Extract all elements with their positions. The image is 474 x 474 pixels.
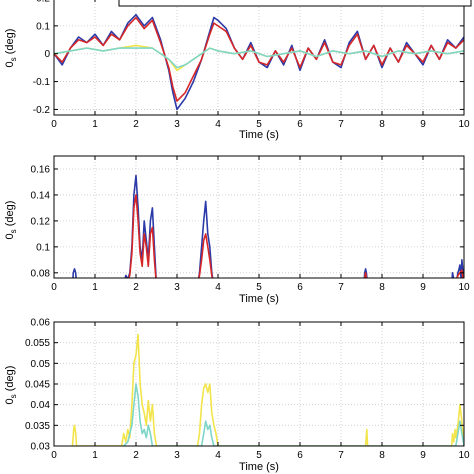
- y-tick-label: 0.055: [25, 338, 50, 349]
- panel-1: 0 1 2 3 4 5 6 7 8 9 10 0.2 0.1 0 -0.1 -0.2 Time (s) 0s (d…: [4, 0, 472, 141]
- y-tick-label: 0.12: [31, 216, 51, 227]
- x-tick-label: 9: [420, 282, 426, 293]
- x-tick-label: 1: [92, 119, 98, 130]
- y-tick-label: 0.08: [31, 268, 51, 279]
- x-tick-label: 10: [458, 450, 470, 461]
- panel-2: 0 1 2 3 4 5 6 7 8 9 10 0.16 0.14 0.12 0.1 0.08 Time (s) 0…: [4, 155, 470, 305]
- x-tick-label: 7: [338, 450, 344, 461]
- y-axis-label: 0s (deg): [4, 29, 18, 68]
- series-line-4: [54, 47, 464, 69]
- x-tick-label: 8: [379, 119, 385, 130]
- x-tick-label: 9: [420, 119, 426, 130]
- x-tick-label: 2: [133, 450, 139, 461]
- y-tick-label: 0.14: [31, 190, 51, 201]
- x-tick-label: 6: [297, 119, 303, 130]
- x-tick-label: 2: [133, 119, 139, 130]
- y-tick-label: -0.1: [33, 77, 51, 88]
- x-tick-label: 5: [256, 282, 262, 293]
- y-axis-label: 0s (deg): [4, 366, 18, 405]
- x-tick-label: 4: [215, 282, 221, 293]
- x-tick-label: 0: [51, 119, 57, 130]
- x-tick-label: 10: [458, 282, 470, 293]
- x-tick-label: 0: [51, 282, 57, 293]
- x-tick-label: 3: [174, 450, 180, 461]
- x-tick-label: 10: [458, 119, 470, 130]
- x-tick-label: 2: [133, 282, 139, 293]
- x-tick-label: 5: [256, 450, 262, 461]
- x-tick-label: 7: [338, 282, 344, 293]
- y-tick-label: -0.2: [33, 105, 51, 116]
- x-tick-label: 9: [420, 450, 426, 461]
- y-tick-label: 0.16: [31, 164, 51, 175]
- series-line-2: [124, 194, 464, 278]
- y-tick-label: 0.2: [36, 0, 50, 5]
- x-tick-label: 5: [256, 119, 262, 130]
- x-axis-label: Time (s): [239, 129, 279, 141]
- series-line-2: [123, 383, 464, 446]
- x-tick-label: 6: [297, 450, 303, 461]
- x-tick-label: 0: [51, 450, 57, 461]
- x-tick-label: 8: [379, 282, 385, 293]
- y-tick-label: 0.06: [31, 318, 51, 329]
- y-tick-label: 0.1: [36, 21, 50, 32]
- x-tick-label: 3: [174, 282, 180, 293]
- x-tick-label: 6: [297, 282, 303, 293]
- y-tick-label: 0: [44, 49, 50, 60]
- y-tick-label: 0.05: [31, 359, 51, 370]
- x-tick-label: 1: [92, 450, 98, 461]
- x-axis-label: Time (s): [239, 293, 279, 305]
- series-line-1: [71, 333, 464, 446]
- y-tick-label: 0.04: [31, 400, 51, 411]
- y-tick-label: 0.1: [36, 242, 50, 253]
- y-axis-label: 0s (deg): [4, 201, 18, 240]
- x-tick-label: 7: [338, 119, 344, 130]
- legend-box: [118, 0, 472, 7]
- x-axis-label: Time (s): [239, 461, 279, 473]
- x-tick-label: 8: [379, 450, 385, 461]
- x-tick-label: 1: [92, 282, 98, 293]
- y-tick-label: 0.045: [25, 380, 50, 391]
- x-tick-label: 4: [215, 119, 221, 130]
- x-tick-label: 3: [174, 119, 180, 130]
- x-tick-label: 4: [215, 450, 221, 461]
- y-tick-label: 0.03: [31, 442, 51, 453]
- panel-3: 0 1 2 3 4 5 6 7 8 9 10 0.06 0.055 0.05 0.045 0.04 0.035 0…: [4, 318, 470, 474]
- y-tick-label: 0.035: [25, 421, 50, 432]
